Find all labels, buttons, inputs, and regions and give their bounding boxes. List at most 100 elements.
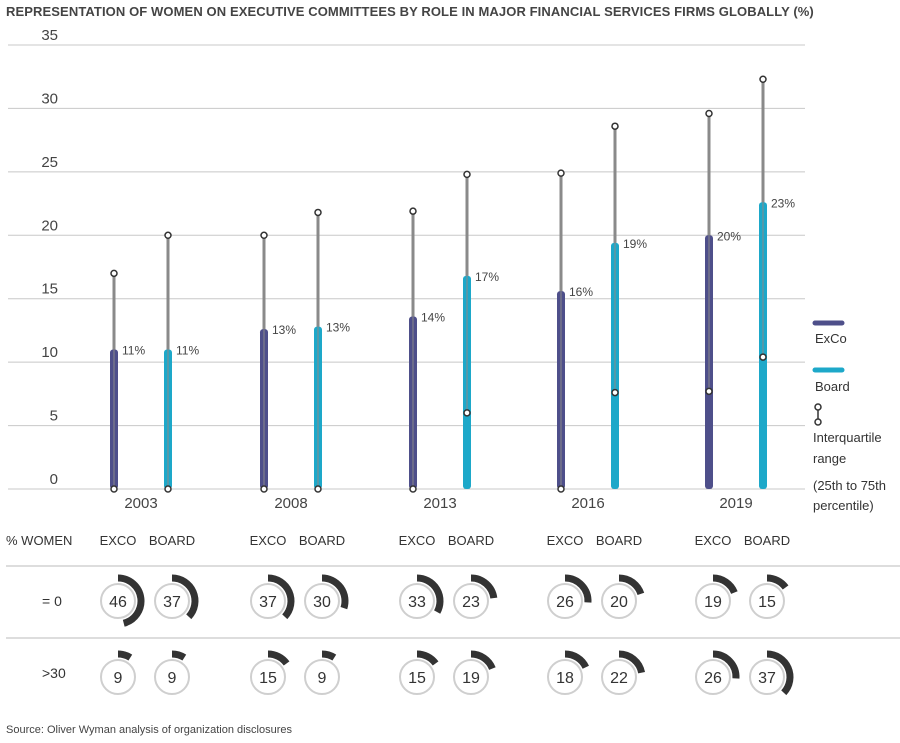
donut-arc — [564, 574, 592, 603]
donut-arc — [267, 574, 295, 620]
col-header-exco: EXCO — [547, 533, 584, 548]
exco-bar-group: 20% — [705, 109, 741, 489]
data-label: 13% — [326, 321, 350, 335]
legend-board-label: Board — [815, 379, 850, 394]
data-label: 11% — [176, 343, 199, 357]
donut-ring — [154, 659, 190, 695]
donut-exco: 19 — [695, 574, 738, 619]
donut-value: 26 — [704, 670, 722, 687]
donut-arc — [712, 650, 740, 679]
donut-ring — [453, 583, 489, 619]
x-tick-label: 2003 — [124, 495, 157, 512]
y-tick-label: 5 — [50, 408, 58, 425]
donut-exco: 33 — [399, 574, 444, 619]
donut-board: 22 — [601, 650, 646, 695]
donut-arc — [171, 650, 187, 661]
data-label: 16% — [569, 285, 593, 299]
x-tick-label: 2013 — [423, 495, 456, 512]
board-bar-group: 19% — [611, 122, 647, 489]
y-tick-label: 35 — [41, 27, 58, 44]
donut-board: 30 — [304, 574, 349, 619]
data-label: 11% — [122, 343, 145, 357]
col-header-board: BOARD — [448, 533, 494, 548]
donut-value: 23 — [462, 594, 480, 611]
x-tick-label: 2019 — [719, 495, 752, 512]
donut-ring — [547, 583, 583, 619]
q3-marker — [260, 231, 268, 240]
donut-board: 23 — [453, 574, 498, 619]
donut-value: 19 — [462, 670, 480, 687]
col-header-board: BOARD — [299, 533, 345, 548]
q3-marker — [557, 169, 565, 177]
row-label-zero: = 0 — [42, 593, 62, 609]
y-axis-ticks: 0 5 10 15 20 25 30 35 — [41, 27, 58, 488]
data-label: 19% — [623, 237, 647, 251]
donut-arc — [564, 650, 589, 669]
donut-value: 33 — [408, 594, 426, 611]
donut-value: 15 — [259, 670, 277, 687]
donut-arc — [618, 574, 645, 596]
donut-arc — [416, 574, 444, 614]
y-tick-label: 25 — [41, 154, 58, 171]
donut-board: 15 — [749, 574, 789, 619]
q1-marker — [611, 388, 619, 397]
donut-ring — [453, 659, 489, 695]
col-header-exco: EXCO — [399, 533, 436, 548]
interquartile-icon — [814, 403, 822, 426]
row-label-over30: >30 — [42, 665, 66, 681]
donut-board: 37 — [749, 650, 794, 696]
q3-marker — [164, 231, 172, 240]
donut-ring — [250, 659, 286, 695]
table-header: % WOMEN — [6, 533, 72, 548]
donut-ring — [304, 583, 340, 619]
exco-bar-group: 14% — [409, 207, 445, 493]
donut-arc — [766, 650, 794, 696]
col-header-board: BOARD — [596, 533, 642, 548]
y-tick-label: 15 — [41, 281, 58, 298]
q1-marker — [557, 485, 565, 493]
donut-value: 30 — [313, 594, 331, 611]
board-bar-group: 13% — [314, 208, 350, 493]
col-header-board: BOARD — [744, 533, 790, 548]
donut-ring — [154, 583, 190, 619]
donut-ring — [547, 659, 583, 695]
bars: 11% 13% 14% 16% 20% 11% 13% 17% 19% 23% — [110, 75, 795, 493]
q1-marker — [110, 485, 118, 493]
q1-marker — [463, 409, 471, 417]
x-axis-ticks: 2003 2008 2013 2016 2019 — [124, 495, 752, 512]
legend-iqr-label-1: Interquartile — [813, 430, 882, 445]
gridlines — [8, 44, 805, 490]
donut-exco: 26 — [695, 650, 740, 695]
legend-percentile-label-1: (25th to 75th — [813, 478, 886, 493]
donut-value: 46 — [109, 594, 127, 611]
q3-marker — [705, 109, 713, 118]
donut-arc — [117, 650, 133, 661]
y-tick-label: 20 — [41, 217, 58, 234]
donut-arc — [470, 650, 496, 671]
q1-marker — [409, 485, 417, 493]
q1-marker — [759, 353, 767, 361]
donut-arc — [321, 650, 337, 661]
donut-value: 15 — [408, 670, 426, 687]
donut-value: 37 — [758, 670, 776, 687]
donut-arc — [267, 650, 290, 666]
donut-ring — [100, 659, 136, 695]
x-tick-label: 2016 — [571, 495, 604, 512]
donut-ring — [399, 583, 435, 619]
col-header-board: BOARD — [149, 533, 195, 548]
donut-exco: 15 — [250, 650, 290, 695]
donut-value: 20 — [610, 594, 628, 611]
donut-ring — [399, 659, 435, 695]
q1-marker — [260, 485, 268, 493]
legend-exco-label: ExCo — [815, 331, 847, 346]
data-label: 23% — [771, 196, 795, 210]
x-tick-label: 2008 — [274, 495, 307, 512]
donut-board: 37 — [154, 574, 199, 620]
q3-marker — [463, 170, 471, 179]
donut-ring — [601, 659, 637, 695]
table-column-headers: EXCO BOARD EXCO BOARD EXCO BOARD EXCO BOARD EXCO… — [100, 533, 791, 548]
y-tick-label: 10 — [41, 344, 58, 361]
donut-ring — [304, 659, 340, 695]
source-note: Source: Oliver Wyman analysis of organiz… — [6, 724, 293, 736]
donut-exco: 26 — [547, 574, 592, 619]
